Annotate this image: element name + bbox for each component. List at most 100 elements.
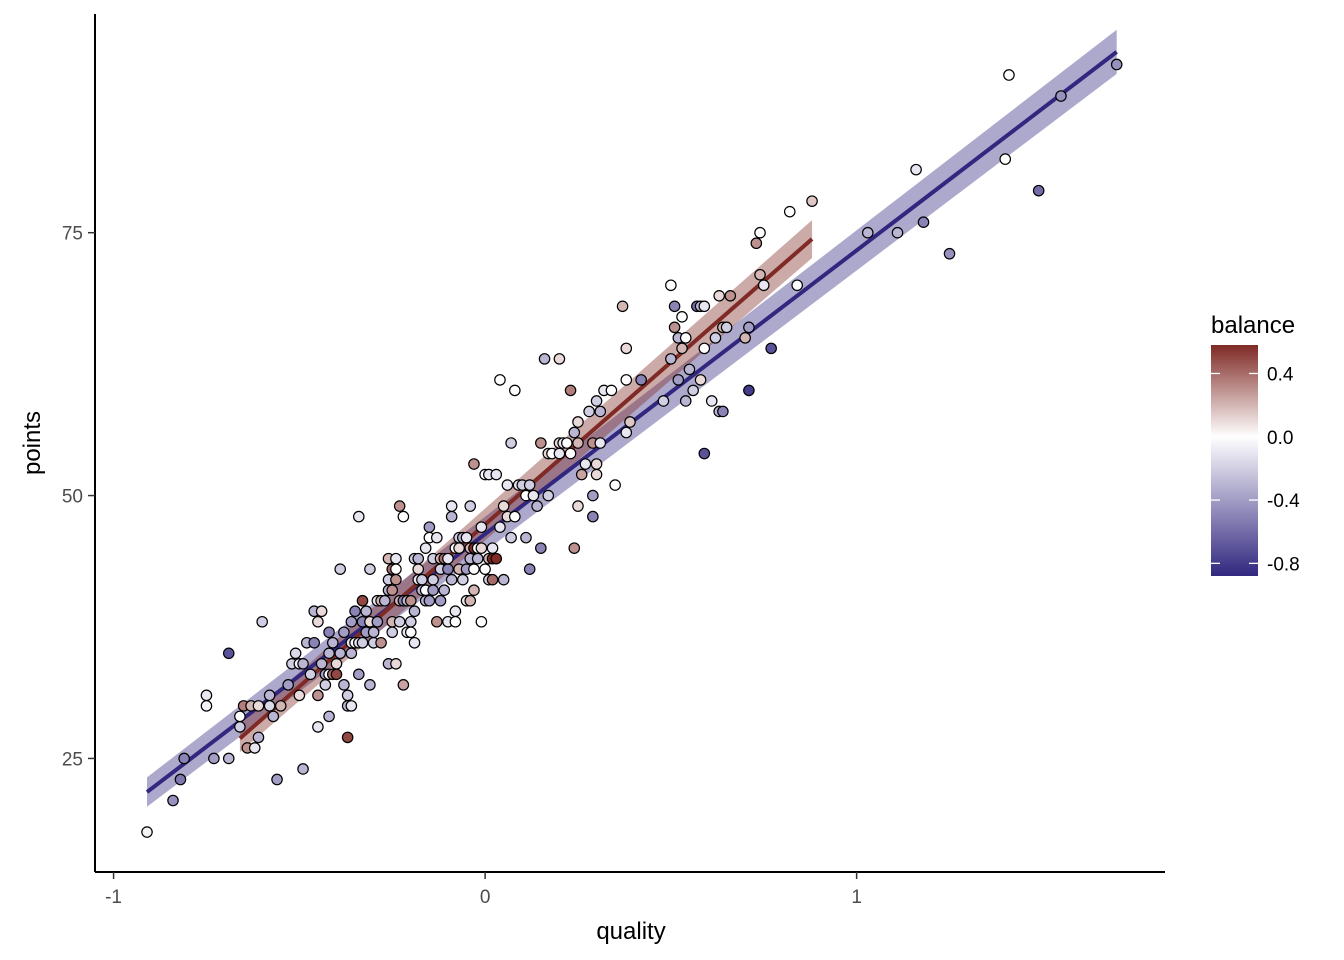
data-point (178, 752, 190, 765)
data-point (687, 384, 699, 397)
data-point (282, 679, 294, 691)
data-point (757, 279, 770, 292)
data-point (460, 531, 473, 544)
data-point (542, 489, 555, 502)
data-point (352, 668, 365, 681)
data-point (330, 668, 343, 681)
legend-ticks: 0.4 0.0 -0.4 -0.8 (1211, 364, 1300, 575)
data-point (754, 268, 766, 281)
data-point (457, 573, 469, 586)
data-point (676, 342, 688, 355)
data-point (334, 647, 347, 660)
data-point (713, 289, 725, 302)
data-point (739, 332, 751, 344)
data-point (390, 658, 402, 670)
data-point (267, 710, 280, 723)
data-point (486, 542, 499, 554)
data-point (679, 395, 692, 407)
data-point (468, 584, 480, 597)
data-point (572, 500, 584, 512)
data-point (431, 531, 443, 544)
data-point (620, 374, 633, 386)
legend-tick-label: -0.4 (1267, 491, 1300, 512)
data-point (419, 542, 432, 554)
data-point (620, 342, 633, 355)
data-point (583, 405, 595, 418)
data-point (783, 205, 796, 218)
data-point (442, 552, 454, 565)
data-point (765, 342, 777, 355)
data-point (531, 500, 543, 512)
data-point (620, 426, 633, 439)
data-point (360, 605, 373, 618)
data-point (609, 479, 621, 491)
data-points (141, 58, 1123, 838)
data-point (698, 342, 711, 355)
data-point (297, 658, 309, 670)
data-point (509, 384, 521, 397)
data-point (572, 416, 584, 428)
data-point (308, 636, 321, 649)
data-point (668, 321, 681, 334)
data-point (1055, 90, 1067, 102)
data-point (356, 636, 369, 649)
data-point (568, 542, 581, 554)
data-point (490, 468, 503, 481)
data-point (698, 447, 711, 460)
data-point (676, 311, 688, 323)
data-point (579, 458, 592, 470)
data-point (263, 700, 276, 712)
data-point (698, 300, 711, 313)
data-point (367, 626, 380, 639)
legend-title: balance (1211, 312, 1295, 339)
x-tick-label: 0 (480, 887, 491, 908)
data-point (590, 395, 603, 407)
data-point (408, 636, 421, 649)
data-point (349, 605, 361, 618)
data-point (323, 647, 335, 660)
data-point (386, 584, 399, 597)
data-point (568, 426, 581, 439)
data-point (497, 573, 510, 586)
data-point (468, 458, 480, 470)
data-point (390, 552, 402, 565)
data-point (523, 479, 536, 491)
data-point (917, 216, 930, 228)
data-point (345, 647, 358, 660)
data-point (475, 615, 488, 628)
data-point (222, 647, 235, 660)
data-point (330, 658, 343, 670)
data-point (494, 521, 506, 533)
data-point (390, 573, 402, 586)
data-point (943, 247, 956, 260)
data-point (345, 700, 358, 712)
data-point (754, 226, 766, 239)
data-point (490, 552, 503, 565)
data-point (397, 679, 410, 691)
data-point (263, 689, 276, 702)
data-point (404, 594, 417, 607)
data-point (587, 489, 599, 502)
data-point (312, 721, 324, 733)
data-point (378, 594, 391, 607)
data-point (289, 647, 302, 660)
data-point (416, 573, 428, 586)
data-point (312, 615, 324, 628)
data-point (705, 395, 718, 407)
data-point (334, 563, 347, 575)
data-point (234, 710, 246, 723)
data-point (657, 395, 670, 407)
data-point (791, 279, 803, 292)
data-point (679, 332, 692, 344)
data-point (390, 563, 402, 575)
data-point (200, 689, 213, 702)
data-point (590, 458, 603, 470)
data-point (326, 636, 339, 649)
data-point (464, 594, 477, 607)
data-point (438, 584, 451, 597)
data-point (434, 594, 447, 607)
y-tick-label: 25 (62, 749, 83, 770)
data-point (527, 489, 540, 502)
data-point (404, 615, 417, 628)
data-point (312, 689, 324, 702)
